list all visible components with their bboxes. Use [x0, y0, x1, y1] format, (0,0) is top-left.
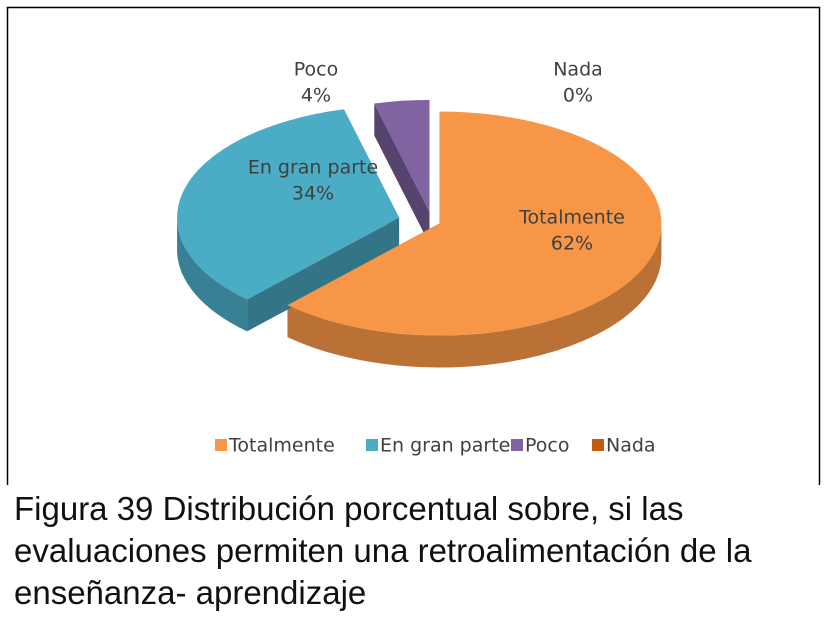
data-label-category: Nada	[553, 59, 603, 81]
data-label-value: 4%	[301, 85, 331, 107]
legend-swatch	[215, 439, 227, 451]
chart-frame	[6, 6, 821, 485]
data-label-category: En gran parte	[248, 157, 378, 179]
legend-swatch	[592, 439, 604, 451]
slice-cut-face	[374, 103, 430, 244]
data-label-category: Totalmente	[518, 207, 625, 229]
pie-slice	[374, 99, 430, 212]
caption: Figura 39 Distribución porcentual sobre,…	[14, 490, 752, 611]
legend-label: En gran parte	[380, 435, 510, 457]
legend-swatch	[366, 439, 378, 451]
slice-cut-face	[247, 217, 400, 332]
slice-side	[177, 217, 248, 332]
data-label-value: 34%	[292, 183, 334, 205]
pie-slice	[287, 111, 662, 336]
legend-label: Nada	[606, 435, 656, 457]
chart: Totalmente 62% En gran parte 34% Poco 4% Nada 0…	[6, 6, 821, 485]
data-label-category: Poco	[294, 59, 338, 81]
data-label-value: 0%	[563, 85, 593, 107]
data-label-value: 62%	[551, 233, 593, 255]
slice-side	[287, 223, 662, 368]
pie-slice	[177, 109, 400, 300]
legend-label: Poco	[525, 435, 569, 457]
legend-label: Totalmente	[228, 435, 335, 457]
legend-swatch	[511, 439, 523, 451]
